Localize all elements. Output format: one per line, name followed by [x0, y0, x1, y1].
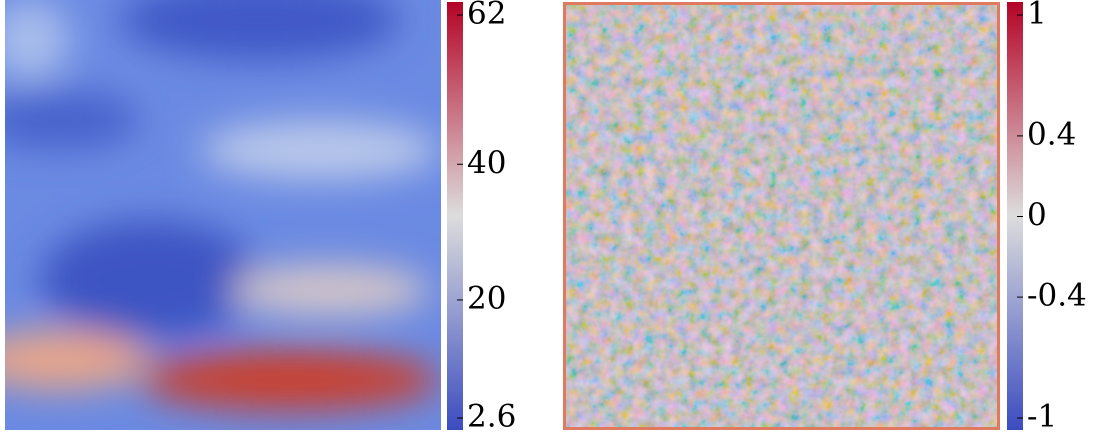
colorbar-tick-label: 20	[467, 280, 506, 316]
field-left	[0, 0, 441, 430]
colorbar-tick-label: 62	[467, 0, 506, 32]
colorbar-tick-label: 1	[1027, 0, 1047, 32]
colorbar	[447, 2, 463, 430]
field-right	[563, 2, 1000, 430]
colorbar-tick-label: 0	[1027, 197, 1047, 233]
colorbar-tick-label: -0.4	[1027, 278, 1087, 314]
figure: 2.6 20 40 62 -1 -0.4 0 0.4 1	[0, 0, 1104, 437]
colorbar-tick-label: -1	[1027, 399, 1057, 435]
colorbar-tick-label: 0.4	[1027, 116, 1076, 152]
colorbar-tick-label: 40	[467, 145, 506, 181]
colorbar-tick-label: 2.6	[467, 399, 516, 435]
